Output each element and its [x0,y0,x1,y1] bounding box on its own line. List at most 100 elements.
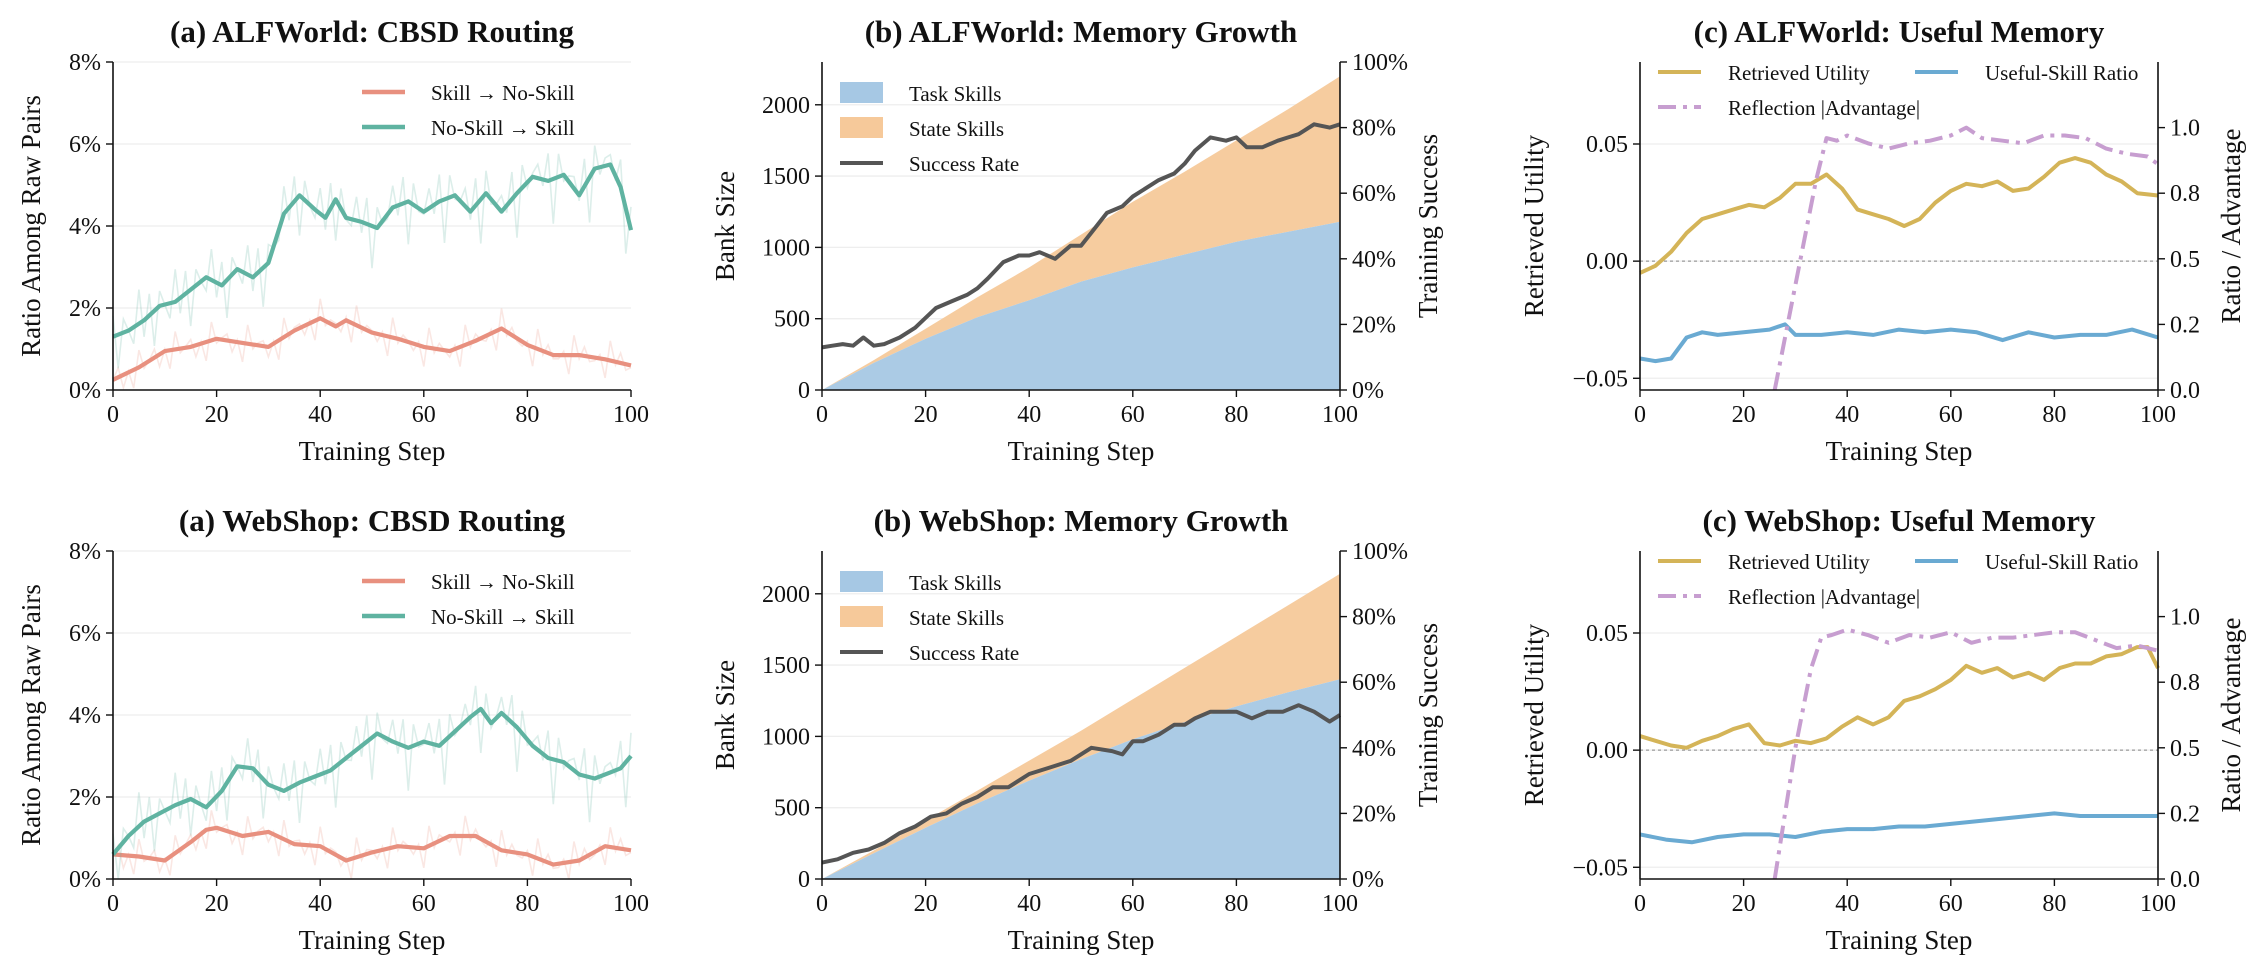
y-right-axis-label: Training Success [1413,623,1443,807]
y-tick-label: 1000 [762,235,810,261]
x-tick-label: 100 [613,891,649,917]
y-tick-label: 0 [798,867,810,893]
legend-label: Useful-Skill Ratio [1985,550,2138,574]
series-line-1 [112,162,634,339]
legend-label: Task Skills [909,571,1001,595]
y-tick-label: 0.00 [1586,738,1628,764]
panel-alf-memory: 0 20 40 60 80 10005001000150020000%20%40%60%8… [710,14,1443,466]
y-tick-label: 2% [69,296,101,322]
legend-label: Success Rate [909,641,1019,665]
chart-title: (b) WebShop: Memory Growth [874,503,1289,538]
y-tick-label: 0% [69,867,101,893]
x-tick-label: 0 [1634,891,1646,917]
y-tick-label: 8% [69,539,101,565]
x-tick-label: 60 [1939,402,1963,428]
x-tick-label: 0 [816,402,828,428]
x-tick-label: 80 [515,402,539,428]
series-line-0 [112,316,632,382]
y-right-tick-label: 100% [1352,539,1408,565]
legend-label: No-Skill → Skill [431,116,575,140]
x-tick-label: 20 [1732,891,1756,917]
legend: Skill → No-Skill No-Skill → Skill [362,81,575,140]
x-tick-label: 0 [816,891,828,917]
x-tick-label: 100 [613,402,649,428]
panel-alf-useful: 0 20 40 60 80 100 −0.05 0.00 0.05 0.0 0.2 0.5 0.8 1.0… [1519,14,2246,466]
legend-label: State Skills [909,117,1004,141]
y-right-tick-label: 0.5 [2170,736,2200,762]
x-tick-label: 100 [1322,891,1358,917]
legend-swatch [840,117,883,138]
x-tick-label: 0 [1634,402,1646,428]
series-line-1 [111,706,633,856]
panel-alf-routing: 0 20 40 60 80 100 0% 2% 4% 6% 8% (a) ALFWorld: CBSD… [16,14,649,466]
y-right-tick-label: 1.0 [2170,116,2200,142]
area-task-skills [822,221,1340,390]
x-tick-label: 20 [205,402,229,428]
y-right-tick-label: 0.0 [2170,867,2200,893]
x-tick-label: 80 [1224,891,1248,917]
x-tick-label: 60 [412,402,436,428]
x-tick-label: 80 [2042,402,2066,428]
y-right-axis-label: Ratio / Advantage [2216,129,2246,324]
y-tick-label: 1500 [762,653,810,679]
y-right-tick-label: 60% [1352,670,1396,696]
y-tick-label: −0.05 [1572,855,1628,881]
series-line-success-rate [821,122,1341,350]
raw-trace-series-0 [112,810,632,880]
x-tick-label: 60 [412,891,436,917]
y-right-axis-label: Ratio / Advantage [2216,618,2246,813]
y-tick-label: 500 [774,307,810,333]
y-tick-label: 0.05 [1586,132,1628,158]
legend-label: Retrieved Utility [1728,550,1870,574]
y-tick-label: 2000 [762,582,810,608]
panel-web-useful: 0 20 40 60 80 100 −0.05 0.00 0.05 0.0 0.2 0.5 0.8 1.0… [1519,503,2246,955]
series-line-0 [1639,156,2159,275]
chart-title: (c) WebShop: Useful Memory [1703,503,2096,538]
series-line-0 [1639,645,2160,750]
y-tick-label: 6% [69,132,101,158]
y-right-tick-label: 20% [1352,312,1396,338]
series-line-success-rate [821,703,1342,865]
x-tick-label: 20 [205,891,229,917]
legend: Task Skills State Skills Success Rate [840,82,1019,176]
y-right-tick-label: 0.2 [2170,312,2200,338]
y-axis-label: Ratio Among Raw Pairs [16,95,46,357]
y-right-axis-label: Training Success [1413,134,1443,318]
x-tick-label: 20 [914,891,938,917]
y-axis-label: Bank Size [710,660,740,770]
x-tick-label: 40 [1017,891,1041,917]
legend-label: No-Skill → Skill [431,605,575,629]
y-tick-label: 6% [69,621,101,647]
legend-swatch [840,606,883,627]
y-tick-label: 4% [69,214,101,240]
y-right-tick-label: 0% [1352,867,1384,893]
x-tick-label: 20 [914,402,938,428]
x-tick-label: 40 [1017,402,1041,428]
y-right-tick-label: 0.5 [2170,247,2200,273]
panel-web-routing: 0 20 40 60 80 100 0% 2% 4% 6% 8% (a) WebShop: CBSD … [16,503,649,955]
legend-label: Reflection |Advantage| [1728,585,1920,609]
legend: Retrieved Utility Useful-Skill Ratio Refle… [1658,61,2138,120]
chart-title: (a) WebShop: CBSD Routing [179,503,566,538]
x-axis-label: Training Step [1008,925,1155,955]
legend-label: Skill → No-Skill [431,81,575,105]
legend-label: Useful-Skill Ratio [1985,61,2138,85]
y-tick-label: 1000 [762,724,810,750]
x-tick-label: 60 [1121,891,1145,917]
y-right-tick-label: 0.8 [2170,181,2200,207]
y-axis-label: Bank Size [710,171,740,281]
x-tick-label: 60 [1939,891,1963,917]
x-tick-label: 20 [1732,402,1756,428]
y-tick-label: 0% [69,378,101,404]
x-tick-label: 100 [1322,402,1358,428]
y-right-tick-label: 60% [1352,181,1396,207]
x-axis-label: Training Step [299,925,446,955]
x-tick-label: 40 [1835,402,1859,428]
x-tick-label: 80 [515,891,539,917]
y-tick-label: 2000 [762,93,810,119]
chart-title: (a) ALFWorld: CBSD Routing [170,14,574,49]
y-right-tick-label: 0% [1352,378,1384,404]
x-tick-label: 100 [2140,402,2176,428]
legend: Retrieved Utility Useful-Skill Ratio Refle… [1658,550,2138,609]
